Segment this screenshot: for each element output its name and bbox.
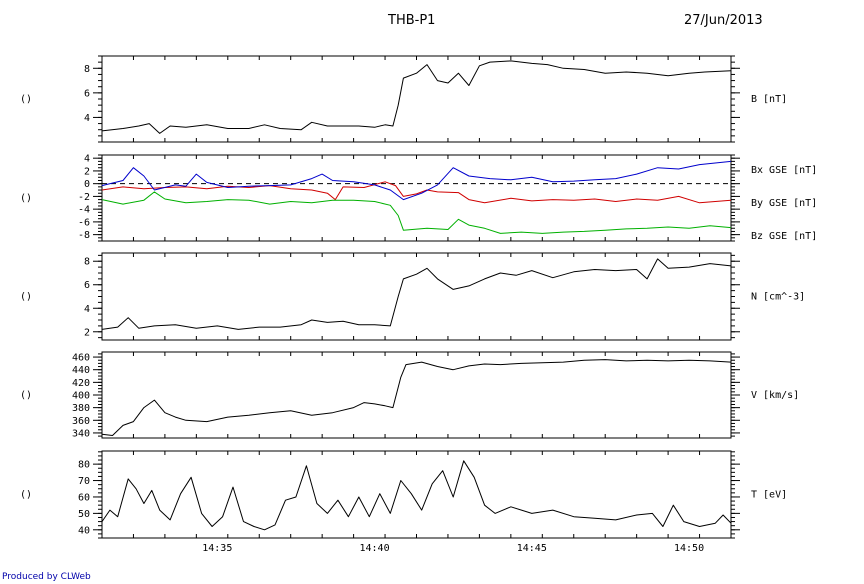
series-line — [101, 460, 732, 531]
y-tick-label: 420 — [72, 378, 90, 389]
panel-frame — [101, 252, 732, 341]
y-tick-label: 8 — [84, 257, 90, 268]
y-tick-label: 0 — [84, 179, 90, 190]
y-tick-label: -6 — [78, 217, 90, 228]
y-tick-label: 340 — [72, 428, 90, 439]
series-line — [101, 60, 732, 134]
panel-left-label: () — [20, 490, 32, 501]
panel-frame — [101, 351, 732, 439]
panel-right-label: Bx GSE [nT] — [751, 165, 817, 176]
y-tick-label: 380 — [72, 403, 90, 414]
y-tick-label: 8 — [84, 64, 90, 75]
y-tick-label: 440 — [72, 365, 90, 376]
panel-frame — [101, 55, 732, 143]
y-tick-label: 60 — [78, 492, 90, 503]
time-axis: 14:35 14:40 14:45 14:50 — [101, 56, 732, 554]
y-tick-label: -8 — [78, 230, 90, 241]
y-tick-label: -2 — [78, 192, 90, 203]
panel-left-label: () — [20, 94, 32, 105]
panel-left-label: () — [20, 390, 32, 401]
panels-group: 468() B [nT]420-2-4-6-8()Bx GSE [nT]By GS… — [20, 55, 817, 539]
panel-t: 40 50 60 70 80 () T [eV] — [20, 450, 787, 539]
y-tick-label: -4 — [78, 205, 90, 216]
panel-right-label: B [nT] — [751, 94, 787, 105]
plot-title: THB-P1 — [387, 13, 435, 28]
y-tick-label: 6 — [84, 88, 90, 99]
y-tick-label: 4 — [84, 113, 90, 124]
panel-bgse: 42 0 -2 -4-6 -8 () Bx GSE [nT] By GSE [nT] Bz GS… — [20, 154, 817, 242]
y-tick-label: 40 — [78, 525, 90, 536]
panel-right-label: Bz GSE [nT] — [751, 231, 817, 242]
y-tick-label: 2 — [84, 166, 90, 177]
y-tick-label: 360 — [72, 416, 90, 427]
series-line — [101, 258, 732, 330]
y-tick-label: 50 — [78, 509, 90, 520]
x-tick-label: 14:50 — [674, 543, 704, 554]
x-tick-label: 14:40 — [360, 543, 390, 554]
series-line — [101, 160, 732, 201]
panel-right-label: T [eV] — [751, 490, 787, 501]
y-tick-label: 460 — [72, 353, 90, 364]
plot-date: 27/Jun/2013 — [684, 13, 763, 28]
panel-right-label: By GSE [nT] — [751, 198, 817, 209]
y-tick-label: 2 — [84, 327, 90, 338]
y-tick-label: 400 — [72, 391, 90, 402]
panel-right-label: V [km/s] — [751, 390, 799, 401]
panel-n: 2 4 6 8 () N [cm^-3] — [20, 252, 805, 341]
y-tick-label: 70 — [78, 476, 90, 487]
series-line — [101, 181, 732, 204]
panel-left-label: () — [20, 193, 32, 204]
panel-b: 4 6 8 () B [nT] — [20, 55, 787, 143]
series-line — [101, 359, 732, 436]
panel-right-label: N [cm^-3] — [751, 292, 805, 303]
panel-left-label: () — [20, 292, 32, 303]
x-tick-label: 14:45 — [517, 543, 547, 554]
y-tick-label: 4 — [84, 304, 90, 315]
y-tick-label: 6 — [84, 280, 90, 291]
x-tick-label: 14:35 — [202, 543, 232, 554]
y-tick-label: 4 — [84, 154, 90, 165]
y-tick-label: 80 — [78, 460, 90, 471]
series-line — [101, 191, 732, 234]
credit-footer: Produced by CLWeb — [2, 572, 91, 582]
